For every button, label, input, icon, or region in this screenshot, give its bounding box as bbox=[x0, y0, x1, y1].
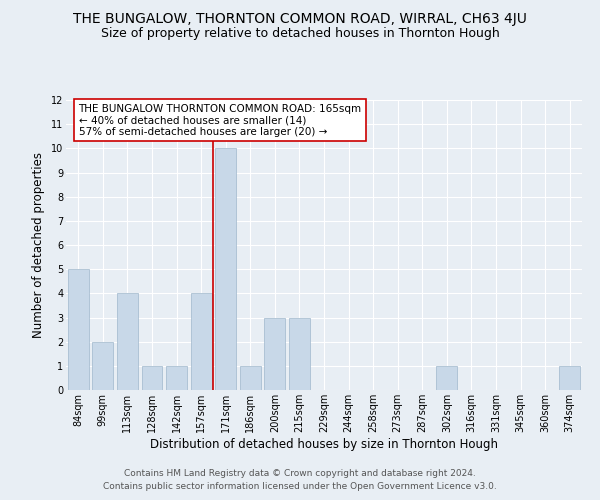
Text: Contains public sector information licensed under the Open Government Licence v3: Contains public sector information licen… bbox=[103, 482, 497, 491]
Bar bbox=[559, 366, 580, 390]
Text: Contains HM Land Registry data © Crown copyright and database right 2024.: Contains HM Land Registry data © Crown c… bbox=[124, 468, 476, 477]
Text: THE BUNGALOW, THORNTON COMMON ROAD, WIRRAL, CH63 4JU: THE BUNGALOW, THORNTON COMMON ROAD, WIRR… bbox=[73, 12, 527, 26]
Bar bbox=[117, 294, 138, 390]
Text: Size of property relative to detached houses in Thornton Hough: Size of property relative to detached ho… bbox=[101, 28, 499, 40]
Bar bbox=[436, 366, 457, 390]
Bar bbox=[142, 366, 163, 390]
Bar bbox=[265, 318, 286, 390]
Text: THE BUNGALOW THORNTON COMMON ROAD: 165sqm
← 40% of detached houses are smaller (: THE BUNGALOW THORNTON COMMON ROAD: 165sq… bbox=[79, 104, 362, 137]
Bar bbox=[166, 366, 187, 390]
Bar bbox=[92, 342, 113, 390]
Y-axis label: Number of detached properties: Number of detached properties bbox=[32, 152, 45, 338]
Bar bbox=[240, 366, 261, 390]
X-axis label: Distribution of detached houses by size in Thornton Hough: Distribution of detached houses by size … bbox=[150, 438, 498, 450]
Bar bbox=[68, 269, 89, 390]
Bar bbox=[215, 148, 236, 390]
Bar bbox=[191, 294, 212, 390]
Bar bbox=[289, 318, 310, 390]
